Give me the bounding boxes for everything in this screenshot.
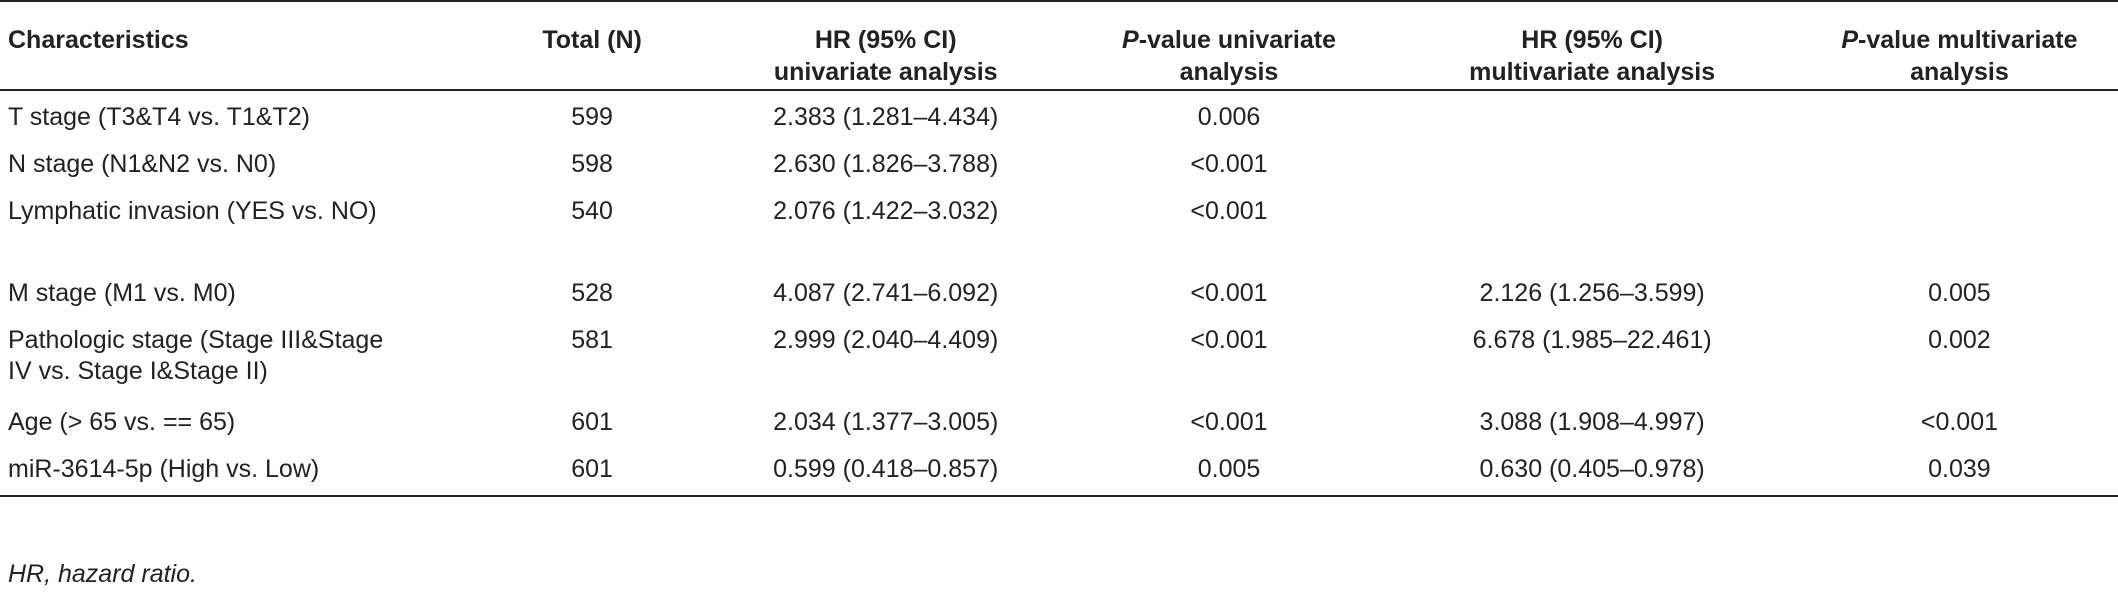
cell-p-univariate: <0.001 [1190, 408, 1268, 436]
cell-hr-multivariate [1383, 185, 1800, 267]
cell-total: 528 [571, 279, 613, 307]
cell-p-univariate: <0.001 [1190, 326, 1268, 354]
cell-characteristic: Lymphatic invasion (YES vs. NO) [0, 185, 487, 267]
table-row: Age (> 65 vs. == 65) 601 2.034 (1.377–3.… [0, 396, 2118, 443]
table-row: M stage (M1 vs. M0) 528 4.087 (2.741–6.0… [0, 267, 2118, 314]
cell-p-univariate: 0.006 [1197, 103, 1261, 131]
cell-hr-univariate: 2.383 (1.281–4.434) [773, 103, 999, 131]
table-row: Lymphatic invasion (YES vs. NO) 540 2.07… [0, 185, 2118, 267]
cell-characteristic-text: Pathologic stage (Stage III&Stage IV vs.… [8, 326, 384, 385]
cell-hr-multivariate: 3.088 (1.908–4.997) [1479, 408, 1705, 436]
header-p-multi-italic: P [1841, 26, 1858, 54]
table-row: Pathologic stage (Stage III&Stage IV vs.… [0, 314, 2118, 396]
cell-hr-univariate: 2.076 (1.422–3.032) [773, 197, 999, 225]
cell-characteristic: M stage (M1 vs. M0) [8, 279, 236, 307]
cell-hr-univariate: 2.034 (1.377–3.005) [773, 408, 999, 436]
cell-p-multivariate [1801, 138, 2118, 185]
cell-p-multivariate [1801, 90, 2118, 138]
table-row: T stage (T3&T4 vs. T1&T2) 599 2.383 (1.2… [0, 90, 2118, 138]
table-footnote: HR, hazard ratio. [8, 560, 197, 588]
cell-characteristic-text: Lymphatic invasion (YES vs. NO) [8, 197, 377, 225]
header-total: Total (N) [487, 1, 697, 90]
header-p-multivariate: P-value multivariate analysis [1801, 1, 2118, 90]
cell-hr-univariate: 2.630 (1.826–3.788) [773, 150, 999, 178]
header-hr-uni-line1: HR (95% CI) [814, 26, 957, 54]
cell-p-univariate: <0.001 [1190, 197, 1268, 225]
cell-hr-multivariate: 2.126 (1.256–3.599) [1479, 279, 1705, 307]
cell-characteristic: Age (> 65 vs. == 65) [8, 408, 236, 436]
cell-hr-multivariate: 0.630 (0.405–0.978) [1479, 455, 1705, 483]
header-hr-univariate: HR (95% CI) univariate analysis [697, 1, 1075, 90]
header-p-univariate: P-value univariate analysis [1075, 1, 1384, 90]
table-body: T stage (T3&T4 vs. T1&T2) 599 2.383 (1.2… [0, 90, 2118, 496]
cell-hr-univariate: 4.087 (2.741–6.092) [773, 279, 999, 307]
cell-total: 599 [571, 103, 613, 131]
table-header: Characteristics Total (N) HR (95% CI) un… [0, 1, 2118, 90]
cell-characteristic: Pathologic stage (Stage III&Stage IV vs.… [0, 314, 487, 396]
cell-characteristic: N stage (N1&N2 vs. N0) [8, 150, 277, 178]
header-p-multi-line2: analysis [1910, 58, 2009, 86]
cell-p-multivariate: 0.002 [1928, 326, 1991, 354]
cell-hr-univariate: 2.999 (2.040–4.409) [773, 326, 999, 354]
header-total-text: Total (N) [542, 26, 642, 54]
cell-p-multivariate: 0.005 [1928, 279, 1991, 307]
cell-p-univariate: <0.001 [1190, 279, 1268, 307]
table-row: miR-3614-5p (High vs. Low) 601 0.599 (0.… [0, 443, 2118, 496]
header-p-uni-line2: analysis [1179, 58, 1279, 86]
cell-total: 581 [571, 326, 613, 354]
header-characteristics-text: Characteristics [8, 26, 189, 54]
cell-total: 601 [571, 408, 613, 436]
cell-p-multivariate [1801, 185, 2118, 267]
cell-p-univariate: <0.001 [1190, 150, 1268, 178]
cox-regression-table: Characteristics Total (N) HR (95% CI) un… [0, 1, 2118, 496]
cell-p-multivariate: 0.039 [1928, 455, 1991, 483]
cell-p-multivariate: <0.001 [1920, 408, 1999, 436]
header-hr-multi-line2: multivariate analysis [1469, 58, 1716, 86]
cell-hr-multivariate [1383, 138, 1800, 185]
header-characteristics: Characteristics [0, 1, 487, 90]
cell-total: 598 [571, 150, 613, 178]
header-hr-multi-line1: HR (95% CI) [1521, 26, 1663, 54]
cell-characteristic: T stage (T3&T4 vs. T1&T2) [8, 103, 310, 131]
header-hr-multivariate: HR (95% CI) multivariate analysis [1383, 1, 1800, 90]
cell-hr-multivariate [1383, 90, 1800, 138]
cell-p-univariate: 0.005 [1197, 455, 1261, 483]
cell-hr-multivariate: 6.678 (1.985–22.461) [1472, 326, 1712, 354]
header-p-uni-italic: P [1122, 26, 1139, 54]
header-p-multi-rest: -value multivariate [1858, 26, 2078, 54]
table-row: N stage (N1&N2 vs. N0) 598 2.630 (1.826–… [0, 138, 2118, 185]
cell-hr-univariate: 0.599 (0.418–0.857) [773, 455, 999, 483]
cell-characteristic: miR-3614-5p (High vs. Low) [8, 455, 320, 483]
header-p-uni-rest: -value univariate [1138, 26, 1336, 54]
cell-total: 540 [571, 197, 613, 225]
cell-total: 601 [571, 455, 613, 483]
header-row: Characteristics Total (N) HR (95% CI) un… [0, 1, 2118, 90]
header-hr-uni-line2: univariate analysis [773, 58, 998, 86]
